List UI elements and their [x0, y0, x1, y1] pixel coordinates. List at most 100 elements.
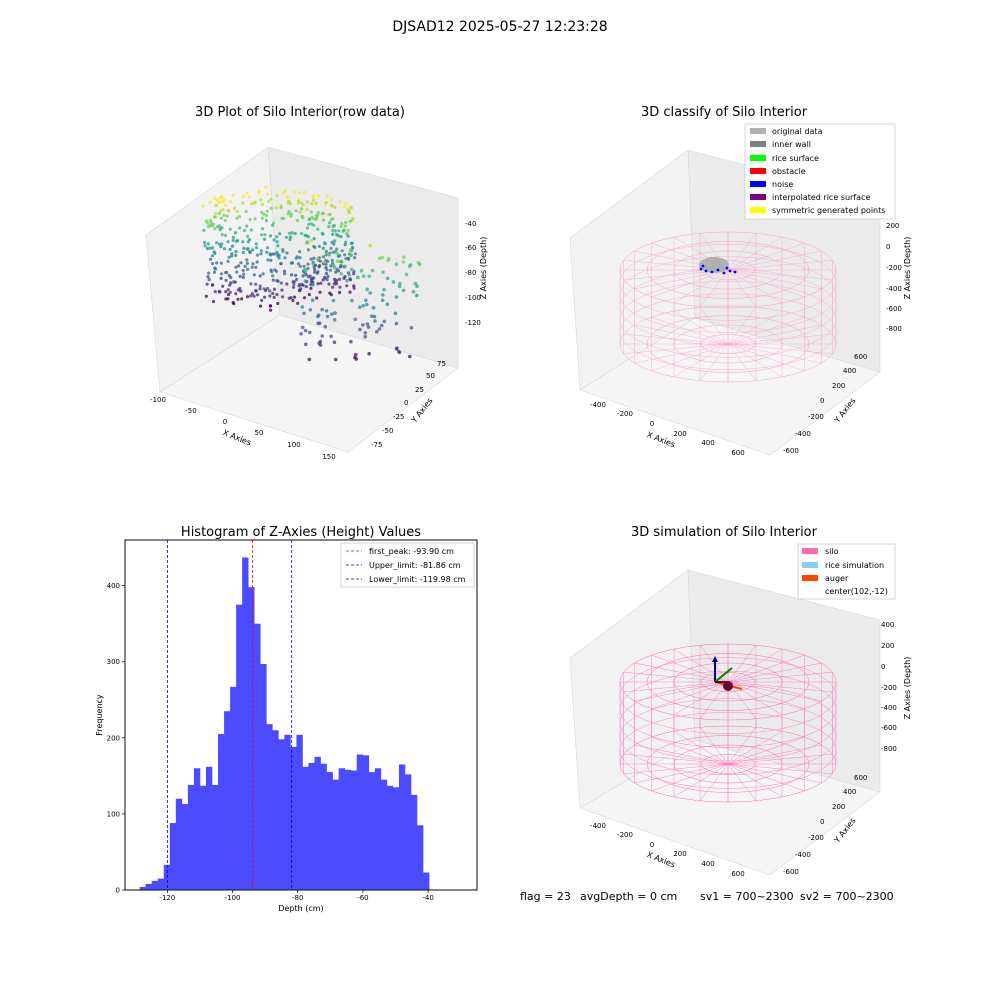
raw-data-point	[248, 217, 252, 222]
raw-data-point	[242, 229, 247, 233]
raw-data-point	[253, 217, 257, 221]
raw-data-point	[271, 223, 275, 227]
histogram-bar	[254, 623, 261, 890]
raw-data-point	[235, 216, 239, 220]
raw-data-point	[285, 195, 289, 199]
raw-data-point	[211, 283, 215, 287]
raw-data-point	[349, 339, 353, 344]
raw-data-point	[303, 279, 308, 283]
raw-data-point	[316, 227, 320, 231]
raw-data-point	[241, 268, 245, 272]
raw-data-point	[298, 264, 302, 268]
legend-entry-silo: silo	[802, 547, 839, 556]
raw-data-point	[380, 298, 385, 303]
raw-data-point	[289, 296, 293, 300]
raw-data-point	[249, 282, 253, 286]
silo-top-spoke	[651, 269, 729, 298]
raw-data-point	[321, 255, 325, 259]
raw-data-point	[308, 308, 313, 312]
raw-data-point	[306, 235, 310, 239]
raw-data-point	[210, 262, 215, 266]
raw-data-point	[241, 250, 245, 255]
raw-data-point	[375, 329, 379, 334]
raw-data-point	[300, 283, 304, 287]
raw-data-point	[251, 262, 255, 266]
raw-data-point	[329, 204, 334, 208]
legend-label: Lower_limit: -119.98 cm	[369, 575, 466, 584]
silo-top-spoke	[727, 681, 805, 710]
raw-data-point	[287, 231, 291, 235]
histogram-bar	[175, 798, 183, 890]
silo-bottom-spoke	[634, 744, 729, 765]
raw-data-point	[347, 273, 352, 277]
raw-data-point	[299, 287, 303, 291]
raw-data-point	[309, 286, 313, 290]
silo-bottom-spoke	[727, 343, 833, 355]
noise-point	[733, 270, 737, 274]
raw-data-point	[404, 272, 409, 277]
y-tick: 400	[107, 582, 120, 590]
raw-data-point	[201, 204, 205, 208]
silo-top-spoke	[727, 662, 822, 683]
raw-data-point	[260, 202, 265, 207]
legend-label: silo	[825, 547, 839, 556]
raw-data-point	[343, 204, 347, 209]
z-tick: -800	[881, 745, 897, 753]
raw-data-point	[339, 235, 343, 239]
raw-data-point	[206, 225, 211, 229]
x-tick: 200	[673, 850, 686, 858]
raw-data-point	[284, 235, 288, 239]
raw-data-point	[268, 304, 272, 308]
raw-data-point	[330, 198, 334, 202]
raw-data-point	[408, 354, 412, 359]
legend-entry-first-peak: first_peak: -93.90 cm	[346, 547, 454, 556]
histogram-reference-lines	[167, 540, 293, 890]
raw-data-point	[282, 191, 286, 195]
raw-data-point	[344, 220, 348, 225]
silo-top-spoke	[727, 233, 757, 271]
raw-data-point	[358, 305, 362, 310]
x-tick: -80	[292, 894, 303, 902]
raw-data-point	[373, 319, 377, 323]
silo-bottom-spoke	[673, 310, 729, 345]
raw-data-point	[218, 290, 222, 294]
raw-data-point	[259, 233, 264, 237]
raw-data-point	[324, 309, 329, 313]
raw-data-point	[271, 278, 275, 282]
raw-floor-pane	[159, 314, 459, 453]
raw-data-point	[364, 298, 368, 303]
raw-data-point	[382, 319, 387, 324]
raw-data-point	[272, 238, 276, 242]
panel-histogram: Histogram of Z-Axies (Height) Values -12…	[95, 525, 478, 913]
legend-swatch	[750, 207, 766, 213]
raw-data-point	[409, 325, 414, 330]
x-tick: -100	[225, 894, 241, 902]
raw-data-point	[348, 290, 352, 294]
legend-swatch	[750, 194, 766, 200]
raw-data-point	[343, 253, 347, 257]
raw-data-point	[238, 226, 242, 230]
raw-data-point	[312, 244, 316, 248]
raw-data-point	[316, 313, 321, 318]
raw-data-point	[296, 301, 300, 305]
raw-data-point	[340, 222, 344, 226]
status-sv1: sv1 = 700~2300	[700, 890, 794, 903]
raw-data-point	[347, 211, 351, 215]
raw-data-point	[220, 272, 224, 276]
raw-data-point	[323, 276, 327, 280]
z-tick: -400	[881, 704, 897, 712]
raw-data-point	[309, 210, 313, 214]
raw-data-point	[260, 216, 264, 220]
raw-data-point	[300, 231, 304, 236]
raw-data-point	[330, 258, 334, 262]
raw-data-point	[228, 283, 232, 287]
y-tick: 0	[404, 399, 408, 407]
raw-data-point	[333, 205, 337, 209]
raw-data-point	[216, 200, 221, 204]
raw-data-point	[322, 260, 327, 264]
histogram-bar	[302, 766, 309, 890]
y-tick: -400	[795, 430, 811, 438]
silo-top-spoke	[727, 269, 783, 304]
x-tick: -200	[617, 831, 633, 839]
raw-data-point	[214, 203, 218, 208]
